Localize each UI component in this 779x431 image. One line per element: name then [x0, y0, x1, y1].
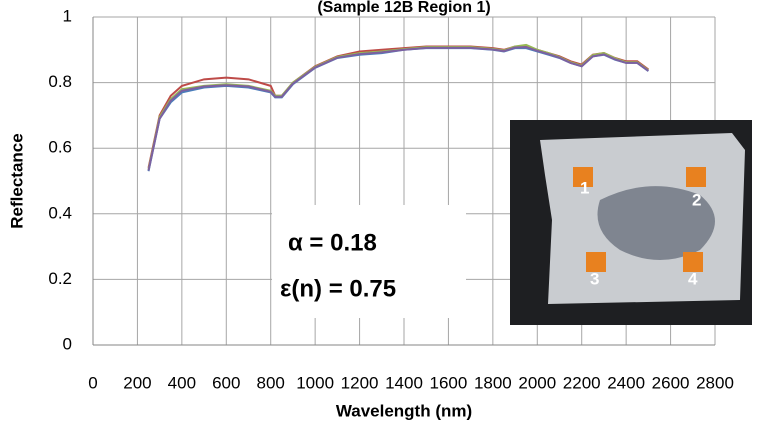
x-tick-label: 2200: [563, 373, 601, 392]
annotation: α = 0.18: [288, 229, 377, 256]
x-tick-label: 1400: [385, 373, 423, 392]
x-tick-label: 0: [88, 373, 97, 392]
annotation: ε(n) = 0.75: [280, 275, 396, 302]
y-tick-label: 0.8: [48, 72, 72, 91]
y-axis-label: Reflectance: [7, 133, 26, 228]
x-tick-label: 2000: [518, 373, 556, 392]
x-tick-label: 1600: [430, 373, 468, 392]
y-tick-label: 1: [63, 6, 72, 25]
x-tick-label: 800: [257, 373, 285, 392]
inset-label: 1: [580, 178, 589, 197]
inset-label: 3: [590, 269, 599, 288]
x-tick-label: 600: [212, 373, 240, 392]
inset-label: 2: [692, 190, 701, 209]
x-tick-label: 1200: [341, 373, 379, 392]
x-tick-label: 2600: [652, 373, 690, 392]
chart-title: (Sample 12B Region 1): [317, 0, 490, 16]
x-axis-label: Wavelength (nm): [336, 401, 472, 420]
y-tick-label: 0: [63, 334, 72, 353]
annotation-box: [272, 205, 466, 318]
series-line: [147, 46, 649, 171]
x-tick-label: 1800: [474, 373, 512, 392]
inset-photo: [510, 120, 752, 325]
x-tick-label: 2800: [696, 373, 734, 392]
y-tick-label: 0.4: [48, 203, 72, 222]
x-tick-label: 1000: [296, 373, 334, 392]
x-tick-label: 2400: [607, 373, 645, 392]
x-tick-label: 200: [123, 373, 151, 392]
plot-area: 0 0.2 0.4 0.6 0.8 1 0 200 400 600 800 1000 1200 1400 1…: [48, 6, 734, 392]
inset-label: 4: [688, 269, 698, 288]
y-tick-label: 0.6: [48, 138, 72, 157]
y-tick-label: 0.2: [48, 269, 72, 288]
x-tick-label: 400: [168, 373, 196, 392]
